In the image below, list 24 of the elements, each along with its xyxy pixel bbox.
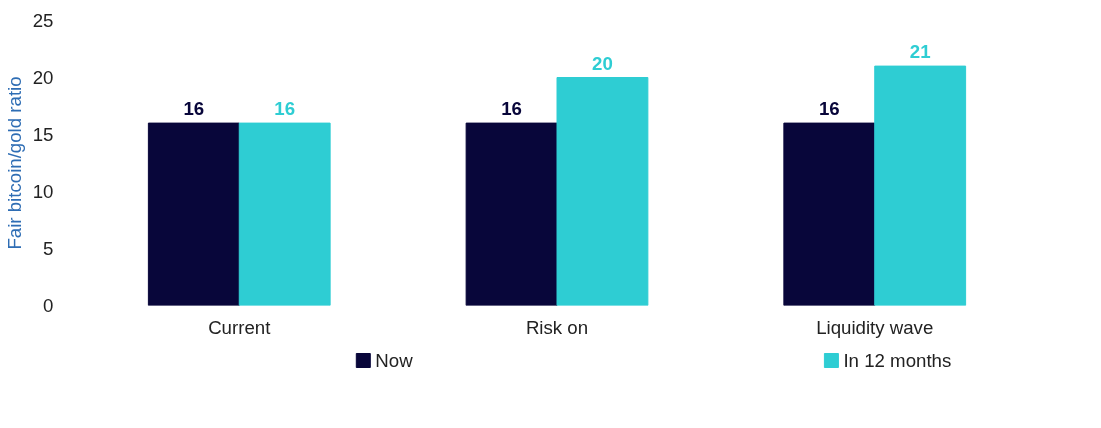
y-tick-label: 5	[43, 238, 54, 259]
data-label: 20	[592, 52, 613, 74]
x-tick-label: Current	[208, 316, 272, 338]
y-tick-label: 20	[32, 67, 54, 88]
y-tick-label: 0	[43, 295, 54, 316]
data-label: 16	[501, 98, 522, 120]
y-tick-label: 25	[32, 10, 54, 31]
data-label: 16	[818, 98, 840, 120]
bar	[874, 65, 967, 306]
y-tick-label: 10	[32, 181, 54, 202]
y-tick-label: 15	[32, 124, 54, 145]
data-label: 16	[274, 98, 296, 120]
y-axis-title: Fair bitcoin/gold ratio	[3, 76, 25, 250]
bar	[147, 122, 240, 306]
x-tick-label: Risk on	[525, 316, 589, 338]
legend-label: Now	[375, 350, 414, 371]
data-label: 16	[183, 98, 205, 120]
x-tick-label: Liquidity wave	[816, 316, 934, 338]
data-label: 21	[909, 41, 931, 63]
bar	[783, 122, 876, 306]
legend-label: In 12 months	[843, 350, 952, 371]
bar	[556, 77, 649, 306]
bar	[465, 122, 558, 306]
bar	[238, 122, 331, 306]
